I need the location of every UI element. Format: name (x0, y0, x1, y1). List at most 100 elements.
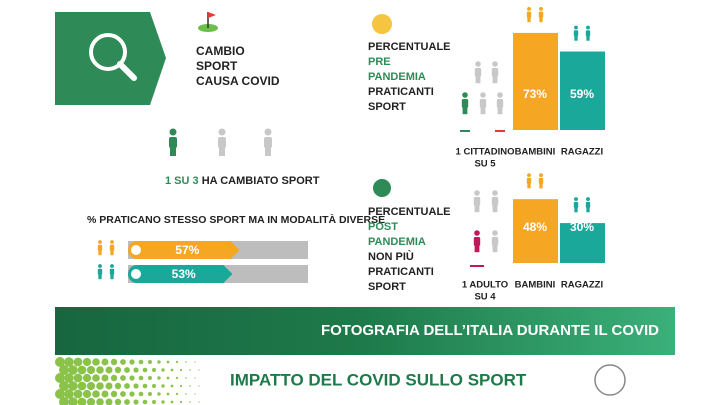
person-body (538, 177, 544, 184)
dot (161, 384, 165, 388)
dot (59, 365, 69, 375)
dot (161, 368, 165, 372)
person-legs (586, 207, 590, 213)
banner-title: FOTOGRAFIA DELL’ITALIA DURANTE IL COVID (321, 322, 659, 339)
person-legs (98, 274, 102, 280)
person-icon (526, 173, 532, 189)
person-legs (110, 250, 114, 256)
person-icon (573, 197, 579, 213)
dot (161, 400, 165, 404)
dot (129, 391, 135, 397)
person-body (109, 268, 115, 275)
dot (175, 392, 179, 396)
search-tab (55, 12, 166, 105)
panel-line: PANDEMIA (368, 71, 426, 83)
dot (148, 376, 152, 380)
dot (77, 381, 87, 391)
person-head (539, 6, 543, 11)
person-legs (475, 76, 481, 84)
person-body (97, 268, 103, 275)
person-legs (497, 107, 503, 115)
dot (175, 360, 179, 364)
bar-cap (131, 269, 141, 279)
person-body (491, 197, 499, 206)
person-legs (492, 76, 498, 84)
panel-line: SPORT (368, 281, 406, 293)
person-head (574, 197, 578, 202)
dot (64, 389, 74, 399)
person-body (169, 137, 177, 148)
dot (101, 358, 109, 366)
person-body (473, 197, 481, 206)
person-head (492, 61, 498, 67)
dot (55, 373, 65, 383)
footer-dots (55, 357, 200, 405)
person-head (110, 240, 114, 244)
dot (73, 357, 83, 367)
virus-icon (373, 179, 391, 197)
dot (152, 384, 156, 388)
person-head (492, 190, 498, 196)
dot (189, 401, 191, 403)
bar-label: 30% (570, 220, 594, 234)
header-title: CAMBIO (196, 44, 245, 58)
magnifier-icon (89, 33, 127, 71)
person-legs (492, 205, 498, 213)
person-body (491, 68, 499, 77)
dot (96, 366, 104, 374)
dot (105, 382, 113, 390)
dot (185, 393, 187, 395)
person-icon (218, 128, 226, 156)
person-legs (574, 207, 578, 213)
panel-line: PRATICANTI (368, 266, 434, 278)
dot (68, 365, 78, 375)
person-legs (480, 107, 486, 115)
person-head (475, 61, 481, 67)
person-legs (586, 35, 590, 41)
person-body (573, 30, 579, 37)
dot (73, 389, 83, 399)
person-icon (585, 25, 591, 41)
person-body (526, 11, 532, 18)
person-legs (539, 183, 543, 189)
person-legs (539, 17, 543, 23)
category-label: BAMBINI (515, 280, 556, 291)
person-legs (110, 274, 114, 280)
dot (86, 397, 96, 405)
person-head (169, 128, 177, 136)
dot (148, 360, 152, 364)
bar-label: 48% (523, 220, 547, 234)
dot (133, 367, 139, 373)
person-legs (462, 107, 468, 115)
person-body (479, 99, 487, 108)
dot (105, 366, 113, 374)
person-head (527, 173, 531, 178)
person-head (462, 92, 468, 98)
bar-label: 57% (175, 243, 199, 257)
dot (152, 368, 156, 372)
person-head (527, 6, 531, 11)
dot (86, 365, 96, 375)
person-icon (264, 128, 272, 156)
person-legs (492, 245, 498, 253)
dot (142, 367, 148, 373)
bar (128, 241, 240, 259)
dot (114, 382, 122, 390)
dot (114, 366, 122, 374)
dot (110, 390, 118, 398)
person-body (538, 11, 544, 18)
sun-icon (372, 14, 392, 34)
dot (82, 373, 92, 383)
person-legs (98, 250, 102, 256)
dot (198, 385, 200, 387)
dot (92, 358, 100, 366)
person-body (473, 237, 481, 246)
ratio-label: SU 4 (474, 292, 496, 303)
header-title: SPORT (196, 59, 238, 73)
ratio-label: SU 5 (474, 159, 496, 170)
category-label: BAMBINI (515, 147, 556, 158)
dot (124, 367, 130, 373)
panel-line: PRE (368, 56, 391, 68)
person-body (585, 201, 591, 208)
